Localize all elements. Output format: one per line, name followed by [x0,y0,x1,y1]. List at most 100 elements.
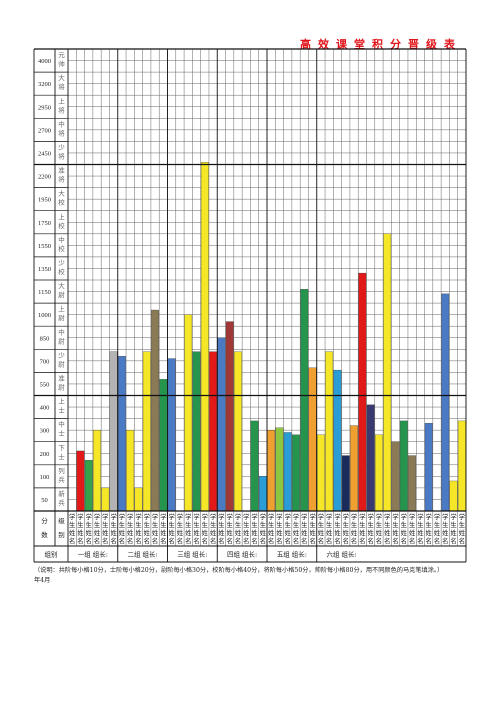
student-name-cell-char: 姓 [285,528,292,537]
score-bar [184,314,193,512]
rank-label-char: 尉 [58,382,65,391]
score-bar [225,321,234,512]
student-name-cell-char: 生 [168,520,174,529]
score-bar [375,434,383,512]
rank-label-char: 少 [58,143,65,151]
student-name-cell-char: 名 [218,536,224,545]
student-name-cell-char: 姓 [69,528,76,537]
student-name-cell-char: 学 [426,512,432,521]
student-name-cell-char: 学 [293,512,299,521]
rank-label-char: 上 [58,397,65,406]
score-level-label: 1950 [38,197,51,204]
student-name-cell-char: 生 [210,520,216,529]
student-name-cell-char: 学 [202,512,208,521]
score-bar [383,233,392,512]
student-name-cell-char: 名 [426,536,432,545]
student-name-cell-char: 姓 [168,528,175,537]
score-bar [300,289,309,512]
rank-label: 准将 [58,166,65,184]
group-label: 二组 组长: [127,550,157,559]
student-name-cell-char: 学 [243,512,249,521]
group-label: 三组 组长: [177,550,207,559]
student-name-cell-char: 名 [309,536,315,545]
rank-label-char: 新 [58,489,65,498]
student-name-cell-char: 学 [434,512,440,521]
rank-label: 大将 [58,73,65,91]
rank-label-char: 尉 [58,336,65,345]
student-name-cell-char: 生 [426,520,432,529]
student-name-cell-char: 学 [309,512,315,521]
group-label: 五组 组长: [277,550,307,559]
student-name-cell-char: 学 [69,512,75,521]
score-bar [399,420,408,512]
score-bar [350,425,358,512]
rank-label: 少校 [58,259,65,276]
student-name-cell-char: 姓 [293,528,300,537]
student-name-cell-char: 名 [177,536,183,545]
rank-label-char: 士 [58,406,65,415]
rank-label-char: 将 [58,175,65,184]
student-name-cell-char: 生 [218,520,224,529]
student-name-cell-char: 生 [384,520,390,529]
note-tail: 年4月 [34,577,51,584]
student-name-cell-char: 生 [376,520,382,529]
student-name-cell-char: 名 [293,536,299,545]
score-bar [167,358,176,512]
student-name-cell-char: 姓 [401,528,408,537]
rank-label-char: 将 [58,151,65,160]
student-name-cell-char: 学 [260,512,266,521]
rank-label: 大尉 [58,281,65,299]
score-bar [217,337,226,512]
rank-label: 中士 [58,420,65,438]
student-name-cell-char: 名 [243,536,249,545]
rank-label-char: 中 [58,119,65,128]
student-name-cell-char: 姓 [227,528,234,537]
student-name-cell-char: 姓 [119,528,126,537]
student-name-cell-char: 生 [442,520,448,529]
student-name-cell-char: 学 [227,512,233,521]
student-name-cell-char: 生 [434,520,440,529]
student-name-cell-char: 学 [417,512,423,521]
level-header-char: 别 [58,530,65,539]
score-level-label: 1750 [38,220,51,227]
student-name-cell-char: 生 [127,520,133,529]
student-name-cell-char: 名 [69,536,75,545]
rank-label-char: 少 [58,351,65,359]
score-bar [142,351,151,512]
student-name-cell-char: 学 [343,512,349,521]
student-name-cell-char: 名 [343,536,349,545]
student-name-cell-char: 学 [144,512,150,521]
student-name-cell-char: 姓 [392,528,399,537]
student-name-cell-char: 名 [384,536,390,545]
student-name-cell-char: 姓 [268,528,275,537]
rank-label-char: 上 [58,212,65,221]
rank-label-char: 大 [58,189,65,198]
student-name-cell-char: 生 [351,520,357,529]
score-bar [358,272,367,512]
student-name-cell-char: 名 [193,536,199,545]
student-name-cell-char: 名 [168,536,174,545]
rank-label: 准尉 [58,373,65,391]
rank-label-char: 上 [58,304,65,313]
student-name-cell-char: 名 [392,536,398,545]
rank-label: 列兵 [58,466,65,484]
score-bar [441,293,450,512]
student-name-cell-char: 名 [442,536,448,545]
